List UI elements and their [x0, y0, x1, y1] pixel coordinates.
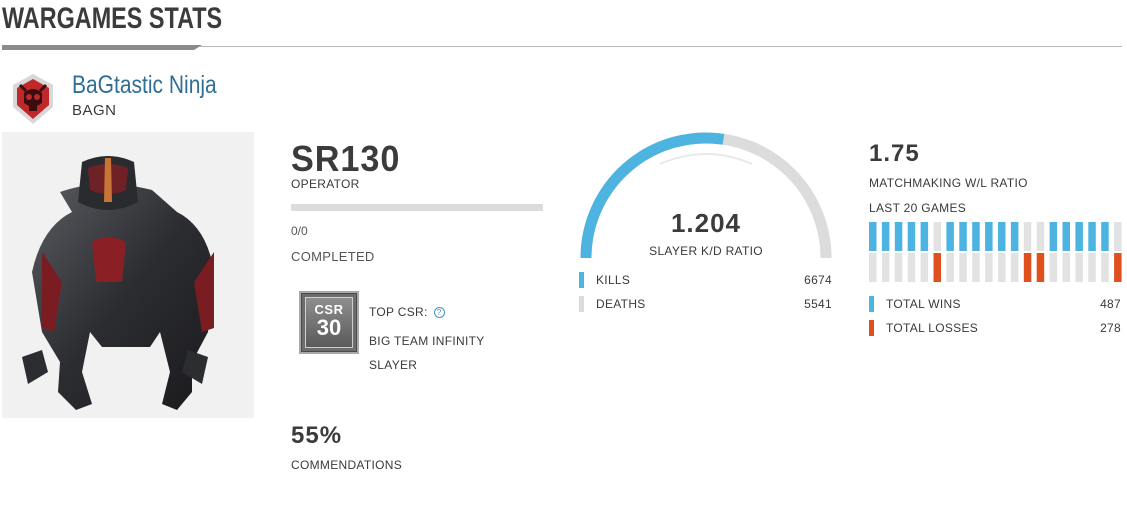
- game-win-bar: [1101, 222, 1109, 251]
- game-loss-bar: [1010, 253, 1019, 282]
- question-circle-icon[interactable]: ?: [433, 307, 445, 318]
- game-win-bar: [959, 222, 967, 251]
- kd-ratio-label: SLAYER K/D RATIO: [649, 244, 763, 258]
- deaths-swatch: [579, 296, 584, 312]
- game-loss-bar: [881, 253, 890, 282]
- game-loss-bar: [894, 253, 903, 282]
- rank-progress-bar: [291, 204, 543, 211]
- total-wins-value: 487: [1100, 297, 1121, 311]
- kills-swatch: [579, 272, 584, 288]
- game-loss-bar: [985, 253, 993, 282]
- commendations-percent: 55%: [291, 422, 343, 449]
- wl-ratio-label: MATCHMAKING W/L RATIO: [869, 176, 1028, 190]
- spartan-image: [2, 132, 254, 418]
- kills-row: KILLS 6674: [579, 272, 832, 288]
- game-win-bar: [1010, 222, 1019, 251]
- game-win-bar: [907, 222, 916, 251]
- rank-progress-count: 0/0: [291, 224, 308, 238]
- last-20-games-strip: [869, 222, 1122, 282]
- kills-label: KILLS: [596, 273, 631, 287]
- game-win-bar: [1036, 222, 1045, 251]
- total-wins-row: TOTAL WINS 487: [869, 296, 1121, 312]
- total-losses-value: 278: [1100, 321, 1121, 335]
- game-win-bar: [1075, 222, 1083, 251]
- total-losses-label: TOTAL LOSSES: [886, 321, 979, 335]
- game-win-bar: [1023, 222, 1032, 251]
- game-win-bar: [1062, 222, 1070, 251]
- last-20-games-label: LAST 20 GAMES: [869, 201, 967, 215]
- game-loss-bar: [1036, 253, 1045, 282]
- rank-progress-label: COMPLETED: [291, 249, 375, 264]
- game-win-bar: [972, 222, 980, 251]
- losses-swatch: [869, 320, 874, 336]
- game-loss-bar: [933, 253, 941, 282]
- top-csr-playlist: BIG TEAM INFINITY SLAYER: [369, 334, 485, 372]
- deaths-value: 5541: [804, 297, 832, 311]
- kills-value: 6674: [804, 273, 832, 287]
- game-loss-bar: [907, 253, 916, 282]
- game-win-bar: [1049, 222, 1058, 251]
- game-win-bar: [946, 222, 954, 251]
- title-underline: [2, 45, 202, 50]
- title-divider: [2, 46, 1122, 47]
- wl-ratio-value: 1.75: [869, 140, 920, 167]
- game-loss-bar: [1114, 253, 1122, 282]
- game-loss-bar: [1075, 253, 1083, 282]
- total-losses-row: TOTAL LOSSES 278: [869, 320, 1121, 336]
- wins-swatch: [869, 296, 874, 312]
- csr-badge-label: CSR: [314, 302, 344, 317]
- game-loss-bar: [959, 253, 967, 282]
- csr-badge-value: 30: [316, 315, 342, 340]
- spartan-rank: SR130: [291, 138, 401, 179]
- total-wins-label: TOTAL WINS: [886, 297, 961, 311]
- game-win-bar: [881, 222, 890, 251]
- kd-gauge: [580, 132, 832, 259]
- gamertag[interactable]: BaGtastic Ninja: [72, 71, 217, 99]
- game-win-bar: [920, 222, 929, 251]
- game-loss-bar: [1023, 253, 1032, 282]
- clan-tag: BAGN: [72, 102, 117, 119]
- top-csr-label: TOP CSR:: [369, 305, 428, 319]
- csr-badge: CSR 30: [299, 291, 359, 354]
- page-title: WARGAMES STATS: [2, 2, 223, 35]
- rank-name: OPERATOR: [291, 177, 360, 191]
- game-win-bar: [1088, 222, 1096, 251]
- game-win-bar: [933, 222, 941, 251]
- kd-ratio-value: 1.204: [670, 208, 742, 238]
- deaths-label: DEATHS: [596, 297, 646, 311]
- game-win-bar: [1114, 222, 1122, 251]
- game-loss-bar: [1062, 253, 1070, 282]
- commendations-label: COMMENDATIONS: [291, 458, 403, 472]
- game-loss-bar: [1049, 253, 1058, 282]
- skull-emblem-icon: [13, 74, 53, 124]
- game-loss-bar: [998, 253, 1006, 282]
- game-win-bar: [894, 222, 903, 251]
- game-loss-bar: [946, 253, 954, 282]
- game-loss-bar: [1088, 253, 1096, 282]
- game-loss-bar: [972, 253, 980, 282]
- game-loss-bar: [1101, 253, 1109, 282]
- game-win-bar: [869, 222, 877, 251]
- game-win-bar: [998, 222, 1006, 251]
- deaths-row: DEATHS 5541: [579, 296, 832, 312]
- game-loss-bar: [869, 253, 877, 282]
- game-loss-bar: [920, 253, 929, 282]
- top-csr-heading: TOP CSR:?: [369, 305, 445, 319]
- game-win-bar: [985, 222, 993, 251]
